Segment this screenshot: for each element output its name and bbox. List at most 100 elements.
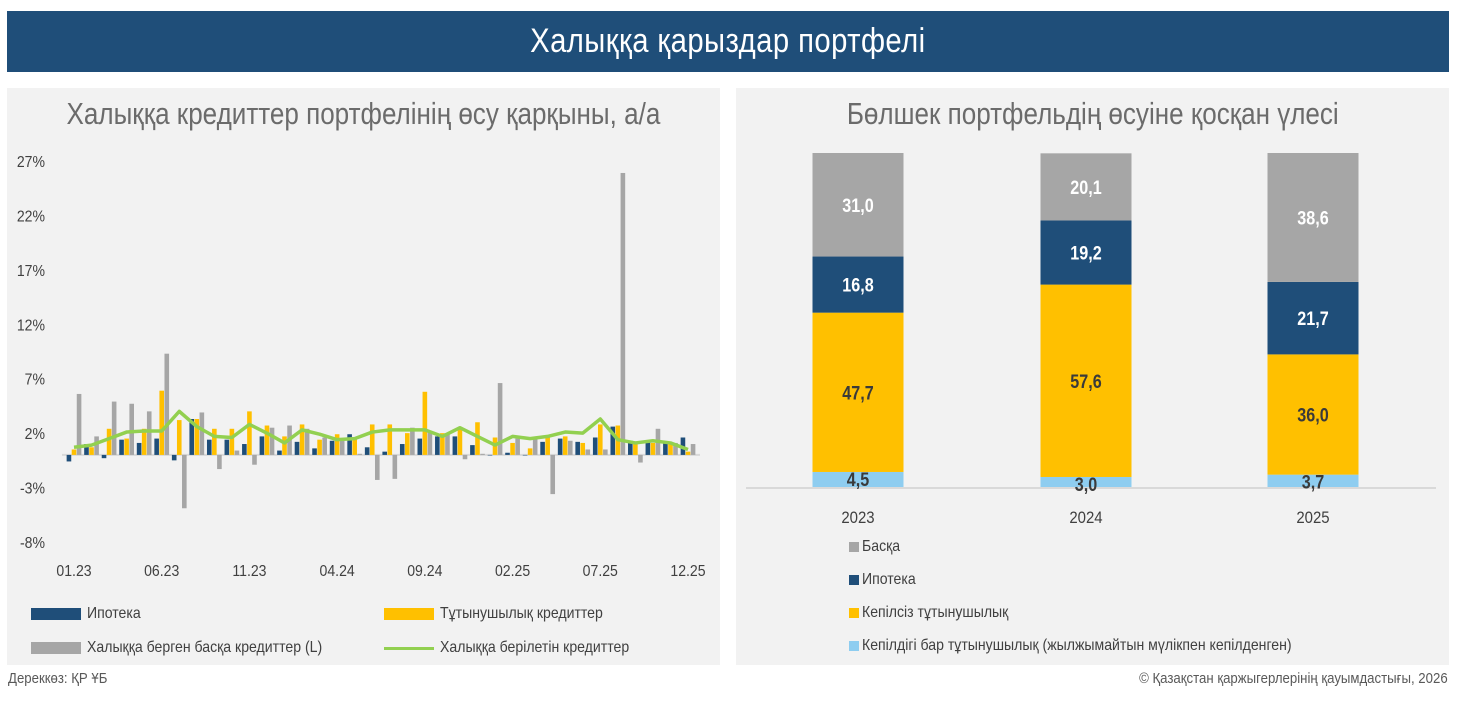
bar-other bbox=[603, 449, 608, 455]
bar-mortgage bbox=[487, 454, 493, 456]
x-tick-label: 02.25 bbox=[495, 562, 530, 580]
legend-consumer-label: Тұтынушылық кредиттер bbox=[440, 605, 603, 622]
bar-consumer bbox=[668, 442, 673, 455]
bar-consumer bbox=[650, 442, 656, 455]
bar-mortgage bbox=[557, 438, 563, 455]
bar-mortgage bbox=[364, 447, 370, 455]
bar-consumer bbox=[71, 449, 77, 455]
bar-mortgage bbox=[277, 450, 282, 455]
legend-right-unsecured-label: Кепілсіз тұтынушылық bbox=[862, 604, 1009, 621]
bar-other bbox=[129, 403, 134, 455]
bar-mortgage bbox=[259, 436, 265, 455]
legend-right-unsecured-swatch bbox=[849, 608, 859, 618]
y-tick-label: 12% bbox=[17, 316, 45, 334]
bar-consumer bbox=[247, 411, 252, 455]
bar-consumer bbox=[562, 436, 568, 455]
bar-mortgage bbox=[663, 442, 668, 455]
bar-other bbox=[567, 440, 573, 455]
data-label: 19,2 bbox=[1070, 242, 1102, 264]
stack-segment-mortgage bbox=[1040, 220, 1132, 285]
bar-mortgage bbox=[347, 434, 352, 455]
bar-other bbox=[304, 428, 310, 455]
bar-consumer bbox=[264, 425, 270, 455]
data-label: 3,0 bbox=[1075, 474, 1098, 496]
bar-mortgage bbox=[171, 454, 177, 461]
bar-mortgage bbox=[399, 444, 405, 455]
bar-consumer bbox=[369, 424, 375, 455]
x-tick-label: 11.23 bbox=[232, 562, 266, 580]
bar-other bbox=[111, 401, 117, 455]
y-tick-label: 7% bbox=[25, 371, 45, 389]
bar-mortgage bbox=[452, 436, 458, 455]
bar-mortgage bbox=[101, 454, 107, 459]
bar-other bbox=[620, 172, 626, 455]
bar-consumer bbox=[282, 436, 287, 455]
bar-consumer bbox=[580, 442, 586, 455]
bar-other bbox=[462, 454, 468, 460]
x-tick-label: 06.23 bbox=[144, 562, 179, 580]
data-label: 20,1 bbox=[1070, 177, 1102, 199]
legend-mortgage: Ипотека bbox=[31, 605, 148, 623]
data-label: 31,0 bbox=[842, 195, 874, 217]
stack-segment-other bbox=[812, 153, 904, 257]
bar-mortgage bbox=[329, 440, 335, 455]
bar-other bbox=[217, 454, 222, 470]
bar-other bbox=[497, 383, 503, 455]
bar-consumer bbox=[141, 428, 147, 455]
bar-consumer bbox=[212, 428, 217, 455]
stack-segment-consumer bbox=[812, 312, 904, 472]
bar-mortgage bbox=[575, 441, 580, 455]
bar-mortgage bbox=[224, 439, 230, 455]
bar-consumer bbox=[597, 424, 603, 455]
bar-mortgage bbox=[610, 426, 616, 455]
bar-mortgage bbox=[540, 441, 545, 455]
bar-other bbox=[515, 438, 520, 455]
bar-mortgage bbox=[136, 442, 142, 455]
bar-other bbox=[673, 442, 678, 455]
bar-consumer bbox=[387, 424, 393, 455]
growth-chart-title: Халыққа кредиттер портфелінің өсу қарқын… bbox=[66, 96, 661, 131]
bar-other bbox=[357, 453, 363, 455]
bar-consumer bbox=[159, 390, 165, 455]
legend-other-label: Халыққа берген басқа кредиттер (L) bbox=[87, 639, 323, 656]
legend-right-other-label: Басқа bbox=[862, 538, 901, 555]
copyright-note: © Қазақстан қаржыгерлерінің қауымдастығы… bbox=[1139, 670, 1448, 687]
bar-mortgage bbox=[66, 454, 72, 462]
data-label: 3,7 bbox=[1302, 471, 1325, 493]
bar-consumer bbox=[106, 428, 112, 455]
contribution-chart: 4,5 47,7 16,8 31,0 2023 3,0 57,6 19,2 20,1 2024 3,… bbox=[746, 153, 1436, 527]
bar-mortgage bbox=[242, 444, 247, 455]
legend-other-swatch bbox=[31, 642, 81, 654]
x-category-label: 2025 bbox=[1296, 509, 1329, 527]
bar-other bbox=[199, 412, 205, 455]
bar-other bbox=[269, 427, 275, 455]
bar-mortgage bbox=[522, 454, 528, 456]
bar-consumer bbox=[194, 418, 200, 455]
stack-segment-other bbox=[1040, 153, 1132, 221]
bar-consumer bbox=[352, 437, 357, 455]
bar-consumer bbox=[527, 448, 533, 455]
y-tick-label: -8% bbox=[20, 534, 45, 552]
data-label: 38,6 bbox=[1297, 207, 1329, 229]
x-tick-label: 12.25 bbox=[670, 562, 705, 580]
bar-consumer bbox=[440, 433, 445, 455]
x-tick-label: 04.24 bbox=[320, 562, 355, 580]
data-label: 21,7 bbox=[1297, 308, 1329, 330]
legend-right-other: Басқа bbox=[849, 538, 905, 556]
x-tick-label: 01.23 bbox=[56, 562, 91, 580]
y-tick-label: 22% bbox=[17, 208, 45, 226]
bar-other bbox=[532, 438, 538, 455]
bar-other bbox=[339, 438, 345, 455]
bar-mortgage bbox=[435, 436, 440, 455]
bar-other bbox=[392, 454, 398, 479]
legend-total: Халыққа берілетін кредиттер bbox=[384, 639, 655, 657]
bar-mortgage bbox=[628, 440, 633, 455]
bar-mortgage bbox=[119, 439, 124, 455]
stack-segment-mortgage bbox=[812, 256, 904, 313]
stack-segment-other bbox=[1267, 153, 1359, 282]
growth-rate-panel: Халыққа кредиттер портфелінің өсу қарқын… bbox=[7, 88, 720, 665]
legend-right-mortgage: Ипотека bbox=[849, 571, 923, 589]
legend-total-label: Халыққа берілетін кредиттер bbox=[440, 639, 630, 656]
bar-other bbox=[94, 436, 99, 455]
stack-segment-secured_consumer bbox=[1267, 474, 1359, 487]
